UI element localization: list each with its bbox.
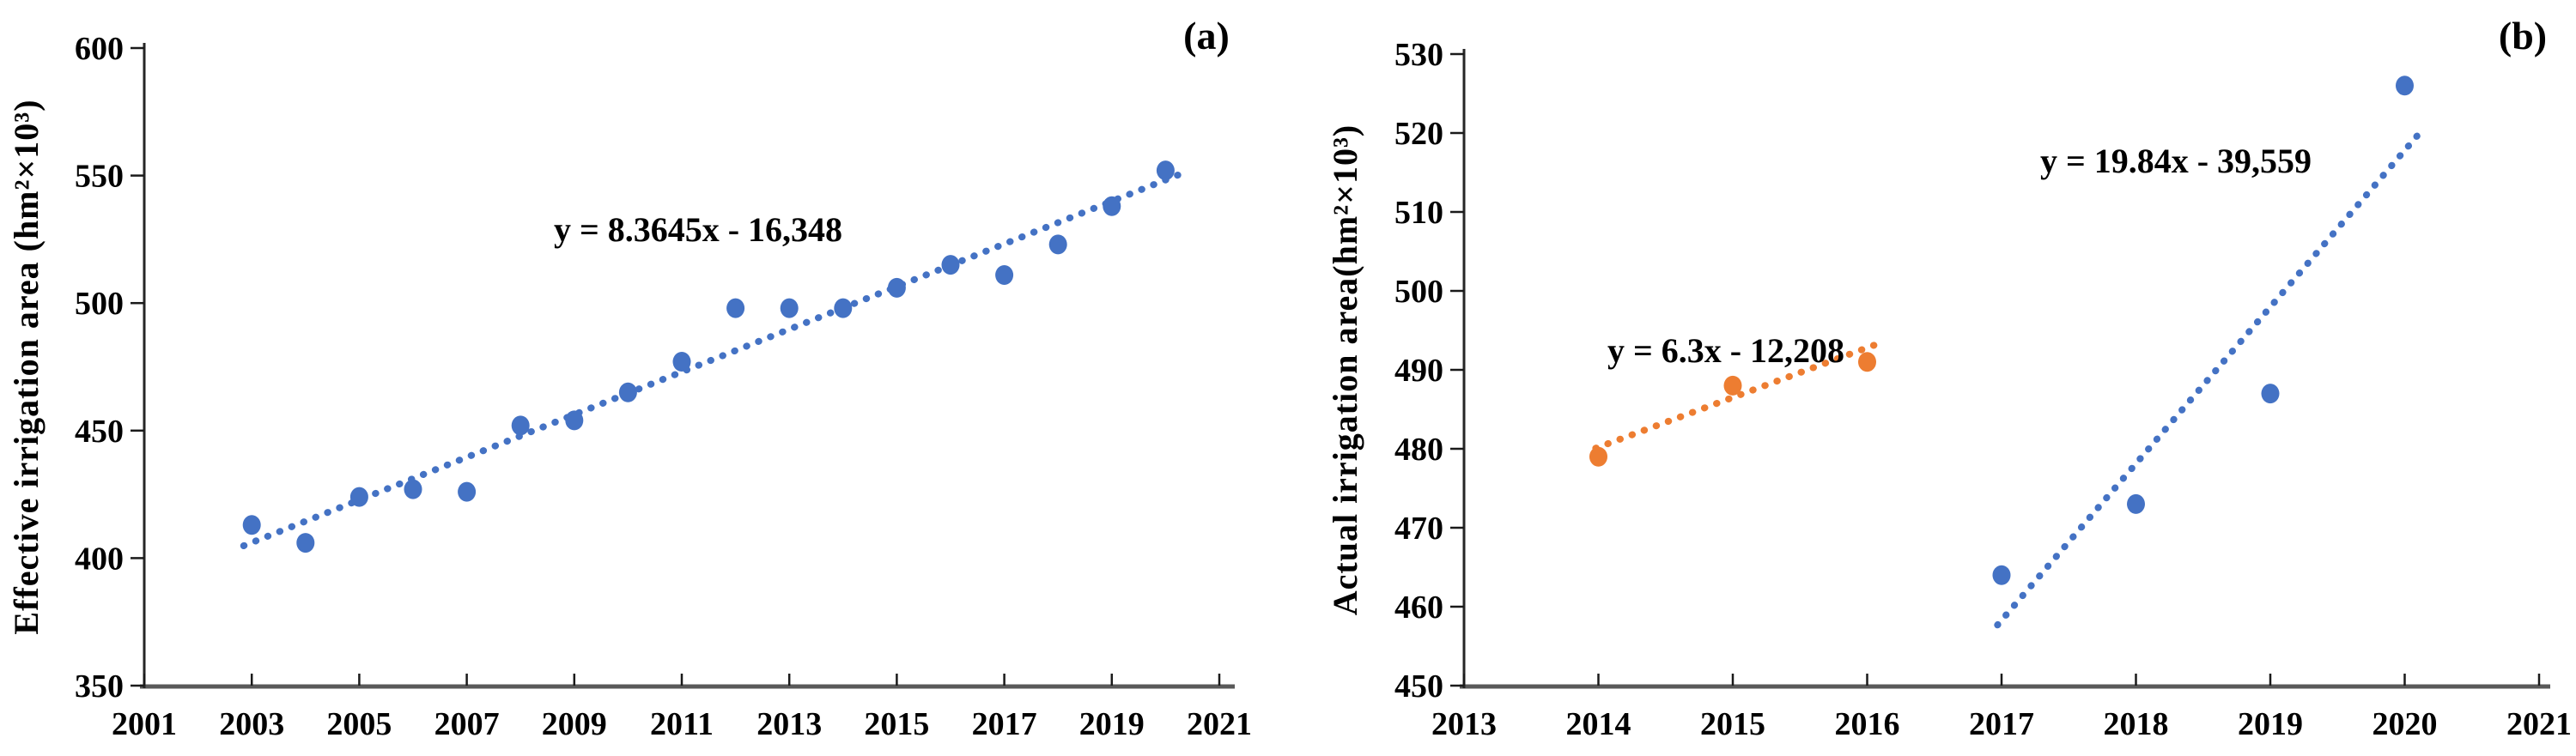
data-point bbox=[1103, 196, 1121, 216]
x-tick-label: 2020 bbox=[2372, 706, 2438, 742]
trendline bbox=[240, 168, 1188, 550]
x-tick-label: 2017 bbox=[972, 706, 1037, 742]
trendline-equation: y = 8.3645x - 16,348 bbox=[554, 210, 842, 249]
y-tick-label: 530 bbox=[1394, 37, 1443, 73]
x-tick-label: 2005 bbox=[326, 706, 392, 742]
data-point bbox=[618, 382, 637, 402]
x-tick-label: 2009 bbox=[542, 706, 607, 742]
trendline bbox=[1592, 337, 1888, 452]
panel-label: (b) bbox=[2499, 14, 2547, 57]
y-tick-label: 550 bbox=[75, 159, 124, 195]
x-tick-label: 2018 bbox=[2104, 706, 2169, 742]
data-point bbox=[2127, 493, 2145, 514]
x-tick-label: 2019 bbox=[2238, 706, 2303, 742]
data-point bbox=[565, 410, 584, 431]
data-point bbox=[296, 533, 315, 553]
y-tick-label: 600 bbox=[75, 31, 124, 67]
y-tick-label: 450 bbox=[1394, 668, 1443, 705]
data-point bbox=[1156, 160, 1175, 181]
data-point bbox=[511, 415, 530, 436]
x-tick-label: 2021 bbox=[2506, 706, 2572, 742]
data-point bbox=[1858, 352, 1876, 372]
data-point bbox=[834, 298, 853, 318]
y-tick-label: 460 bbox=[1394, 590, 1443, 626]
scatter-chart-effective-irrigation: 2001 2003 2005 2007 2009 2011 2013 2015 2017 2019… bbox=[7, 14, 1252, 742]
data-point bbox=[1723, 375, 1742, 396]
data-point bbox=[995, 265, 1014, 286]
data-point bbox=[2396, 76, 2414, 96]
data-point bbox=[2261, 384, 2280, 404]
y-tick-label: 500 bbox=[1394, 274, 1443, 310]
data-point bbox=[780, 298, 799, 318]
panel-label: (a) bbox=[1183, 14, 1230, 57]
x-tick-label: 2014 bbox=[1566, 706, 1631, 742]
data-point bbox=[1992, 565, 2011, 585]
x-tick-label: 2015 bbox=[1700, 706, 1765, 742]
y-axis-title: Effective irrigation area (hm²×10³) bbox=[7, 99, 46, 634]
scatter-chart-actual-irrigation: 2013 2014 2015 2016 2017 2018 2019 2020 2021 450 4… bbox=[1326, 14, 2572, 742]
x-tick-label: 2015 bbox=[864, 706, 929, 742]
x-tick-label: 2017 bbox=[1969, 706, 2034, 742]
data-point bbox=[458, 481, 477, 502]
x-tick-label: 2013 bbox=[756, 706, 822, 742]
y-tick-label: 480 bbox=[1394, 432, 1443, 468]
trendline bbox=[1994, 123, 2428, 629]
data-point bbox=[941, 255, 960, 275]
x-tick-label: 2013 bbox=[1431, 706, 1497, 742]
x-tick-label: 2003 bbox=[219, 706, 284, 742]
y-tick-label: 400 bbox=[75, 541, 124, 577]
data-point bbox=[1048, 234, 1067, 255]
y-tick-label: 490 bbox=[1394, 353, 1443, 389]
y-tick-label: 510 bbox=[1394, 195, 1443, 231]
y-tick-label: 470 bbox=[1394, 511, 1443, 547]
x-tick-label: 2001 bbox=[112, 706, 177, 742]
data-point bbox=[349, 487, 368, 507]
x-tick-label: 2011 bbox=[650, 706, 714, 742]
y-tick-label: 450 bbox=[75, 414, 124, 450]
data-point bbox=[887, 277, 906, 298]
trendline-equation: y = 19.84x - 39,559 bbox=[2040, 142, 2312, 180]
y-tick-label: 500 bbox=[75, 286, 124, 322]
axes bbox=[1450, 49, 2550, 689]
x-tick-label: 2007 bbox=[434, 706, 500, 742]
data-point bbox=[672, 352, 691, 372]
panel-a: 2001 2003 2005 2007 2009 2011 2013 2015 2017 2019… bbox=[7, 14, 1252, 742]
x-tick-label: 2019 bbox=[1079, 706, 1145, 742]
axes bbox=[131, 43, 1235, 689]
trendline-equation: y = 6.3x - 12,208 bbox=[1607, 331, 1844, 370]
y-tick-label: 520 bbox=[1394, 116, 1443, 152]
data-point bbox=[726, 298, 745, 318]
x-tick-label: 2016 bbox=[1835, 706, 1900, 742]
y-axis-title: Actual irrigation area(hm²×10³) bbox=[1326, 124, 1364, 616]
panel-b: 2013 2014 2015 2016 2017 2018 2019 2020 2021 450 4… bbox=[1288, 0, 2576, 756]
y-tick-label: 350 bbox=[75, 668, 124, 705]
x-tick-label: 2021 bbox=[1187, 706, 1252, 742]
data-point bbox=[404, 479, 422, 499]
data-point bbox=[1589, 446, 1607, 467]
data-point bbox=[242, 515, 261, 535]
